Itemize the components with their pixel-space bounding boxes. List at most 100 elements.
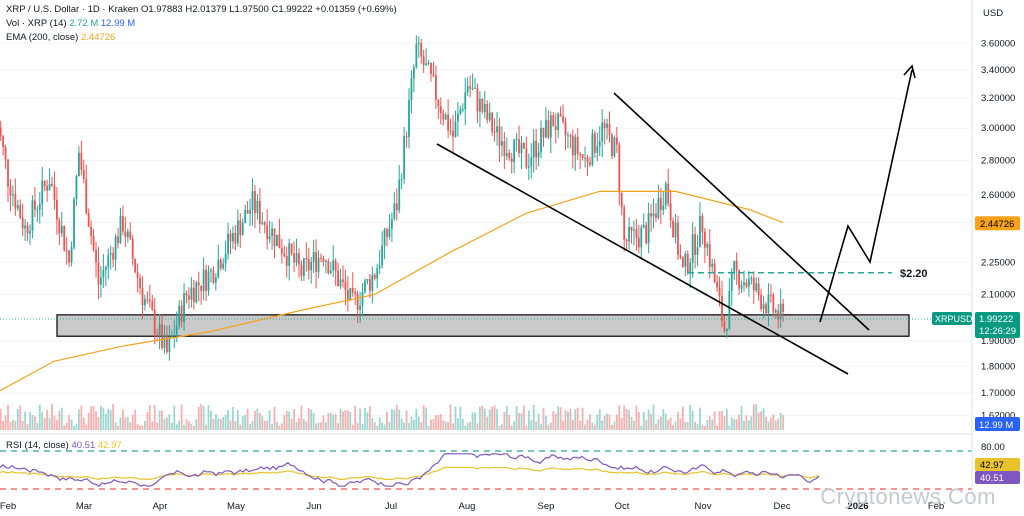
candle-body	[420, 43, 423, 57]
currency-label: USD	[983, 8, 1003, 19]
volume-bar	[493, 405, 496, 430]
candle-body	[476, 87, 479, 112]
volume-bar	[344, 410, 347, 430]
candle-body	[615, 137, 618, 145]
volume-bar	[525, 425, 528, 430]
candle-body	[185, 293, 188, 296]
candle-body	[310, 261, 313, 271]
candle-body	[390, 218, 393, 229]
volume-bar	[241, 416, 244, 430]
ema-label[interactable]: EMA (200, close)	[6, 32, 79, 43]
grid-lines	[0, 42, 972, 416]
support-zone	[56, 314, 910, 337]
volume-bar	[635, 405, 638, 430]
volume-bar	[92, 406, 95, 430]
candle-body	[672, 220, 674, 238]
volume-bar	[633, 420, 635, 430]
candle-body	[241, 223, 244, 236]
volume-bar	[535, 421, 538, 430]
volume-bar	[437, 415, 440, 430]
candle-body	[503, 141, 506, 157]
price-tick-label: 3.20000	[981, 93, 1015, 104]
projection-arrow	[903, 64, 916, 79]
candle-body	[427, 62, 430, 64]
volume-bar	[772, 414, 775, 430]
candle-body	[757, 283, 760, 295]
candle-body	[496, 126, 498, 133]
candle-body	[315, 251, 317, 272]
volume-bar	[104, 413, 107, 430]
symbol-label[interactable]: XRP / U.S. Dollar · 1D · Kraken	[6, 4, 139, 15]
volume-bar	[158, 410, 161, 430]
candle-body	[322, 258, 325, 262]
price-tick-label: 1.80000	[981, 361, 1015, 372]
volume-bar	[549, 422, 552, 430]
candle-body	[188, 295, 190, 300]
candle-body	[342, 279, 344, 282]
volume-bar	[197, 406, 200, 430]
price-tick-label: 1.90000	[981, 336, 1015, 347]
volume-bar	[589, 414, 591, 430]
volume-bar	[386, 411, 388, 430]
candle-body	[417, 43, 420, 45]
volume-bar	[349, 411, 352, 430]
volume-bar	[129, 422, 132, 430]
time-tick-label: 2026	[847, 501, 868, 512]
volume-bar	[713, 411, 716, 430]
volume-bar	[523, 405, 525, 430]
candle-body	[349, 288, 352, 300]
candle-body	[603, 122, 606, 129]
volume-bar	[650, 414, 652, 430]
candle-body	[459, 109, 462, 114]
volume-bar	[725, 408, 728, 430]
volume-bar	[307, 408, 310, 430]
candle-body	[725, 328, 728, 332]
volume-bar	[351, 424, 354, 430]
candle-body	[43, 180, 46, 187]
volume-bar	[188, 421, 190, 430]
candle-body	[449, 130, 452, 132]
volume-bar	[491, 406, 494, 430]
volume-bar	[579, 420, 582, 430]
candle-body	[405, 136, 408, 138]
candle-body	[574, 136, 577, 156]
candle-body	[2, 136, 5, 148]
volume-bar	[611, 424, 613, 430]
candle-body	[280, 248, 283, 254]
time-axis[interactable]: Feb Mar Apr May Jun Jul Aug Sep Oct Nov Dec 2026 Feb	[0, 501, 944, 512]
volume-bar	[640, 425, 643, 430]
volume-bar	[703, 425, 706, 430]
ema-price-tag	[975, 216, 1020, 231]
candle-body	[721, 296, 723, 322]
volume-bar	[405, 410, 408, 430]
volume-bar	[298, 418, 300, 430]
candle-body	[371, 274, 374, 291]
candle-body	[395, 203, 398, 211]
volume-bar	[73, 425, 75, 430]
volume-bar	[163, 418, 166, 430]
volume-label[interactable]: Vol · XRP (14)	[6, 18, 67, 29]
candle-body	[109, 252, 112, 255]
rsi-label[interactable]: RSI (14, close)	[6, 440, 69, 451]
candle-body	[618, 144, 621, 193]
candle-body	[437, 99, 440, 107]
candle-body	[273, 228, 276, 246]
volume-bar	[393, 409, 396, 430]
volume-bar	[559, 407, 562, 430]
candle-body	[711, 263, 714, 267]
candle-body	[329, 270, 332, 274]
volume-bar	[400, 418, 403, 430]
volume-bar	[202, 405, 205, 430]
volume-bar	[126, 416, 129, 430]
volume-bar	[483, 408, 486, 430]
candle-body	[283, 253, 286, 257]
candle-body	[344, 281, 347, 291]
volume-bar	[486, 416, 489, 430]
volume-bar	[718, 411, 721, 430]
price-axis[interactable]: USD 3.60000 3.40000 3.20000 3.00000 2.80000 2.…	[0, 0, 1020, 500]
volume-bar	[696, 423, 699, 430]
volume-bar	[87, 412, 90, 430]
candle-body	[652, 213, 655, 217]
candle-body	[246, 209, 249, 214]
